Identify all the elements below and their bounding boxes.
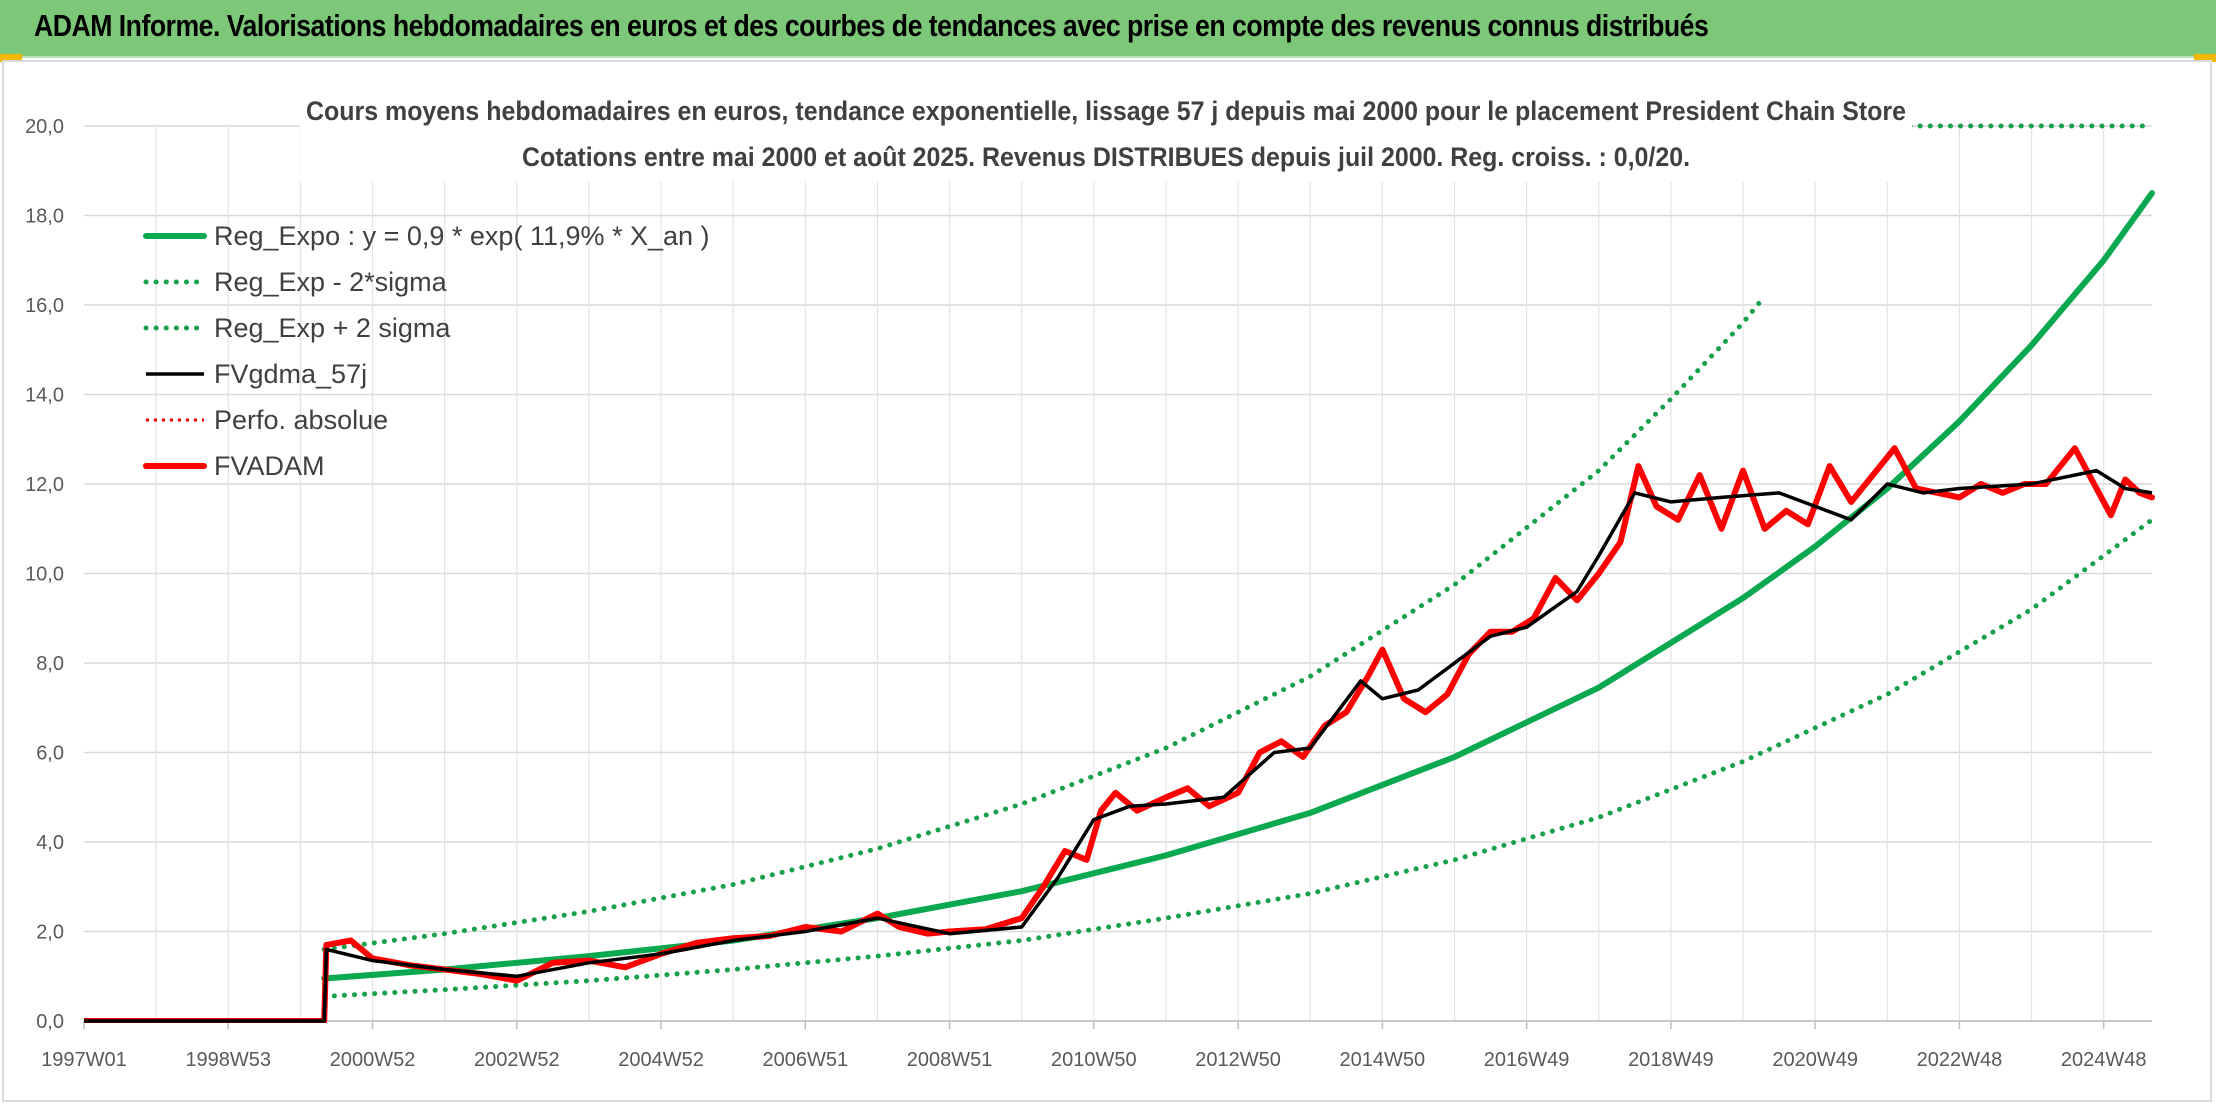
chart-legend: Reg_Expo : y = 0,9 * exp( 11,9% * X_an )… [143, 221, 710, 481]
legend-label-2: Reg_Exp + 2 sigma [214, 313, 451, 343]
legend-label-1: Reg_Exp - 2*sigma [214, 267, 448, 297]
y-tick-label: 14,0 [25, 385, 64, 407]
x-tick-label: 2016W49 [1484, 1049, 1570, 1071]
y-tick-label: 20,0 [25, 116, 64, 138]
x-tick-label: 2022W48 [1917, 1049, 2003, 1071]
legend-label-3: FVgdma_57j [214, 359, 367, 389]
series-line-5 [84, 445, 2155, 1023]
x-tick-label: 1997W01 [41, 1049, 127, 1071]
chart-subtitle: Cotations entre mai 2000 et août 2025. R… [522, 142, 1690, 172]
y-tick-label: 8,0 [36, 653, 64, 675]
y-tick-label: 18,0 [25, 206, 64, 228]
y-tick-label: 10,0 [25, 564, 64, 586]
legend-label-5: FVADAM [214, 451, 325, 481]
y-tick-label: 6,0 [36, 743, 64, 765]
y-tick-label: 0,0 [36, 1011, 64, 1033]
series-line-2 [321, 293, 1768, 952]
x-tick-label: 2018W49 [1628, 1049, 1714, 1071]
y-tick-label: 12,0 [25, 474, 64, 496]
y-tick-label: 16,0 [25, 295, 64, 317]
corner-marker-right [2194, 54, 2216, 62]
header-banner: ADAM Informe. Valorisations hebdomadaire… [0, 0, 2216, 58]
x-tick-label: 2000W52 [330, 1049, 416, 1071]
x-tick-label: 2002W52 [474, 1049, 560, 1071]
chart-grid [84, 125, 2152, 1022]
corner-marker-left [0, 54, 22, 62]
chart-axes: 0,0 2,0 4,0 6,0 8,0 10,0 12,0 14,0 16,0 18,0 20,0 1… [25, 116, 2152, 1071]
x-tick-label: 2012W50 [1195, 1049, 1281, 1071]
series-line-3 [84, 468, 2153, 1023]
page-title: ADAM Informe. Valorisations hebdomadaire… [34, 8, 1709, 43]
x-tick-label: 2008W51 [907, 1049, 993, 1071]
title-backdrop [300, 86, 1912, 182]
chart-frame [2, 60, 2212, 1102]
legend-label-0: Reg_Expo : y = 0,9 * exp( 11,9% * X_an ) [214, 221, 710, 251]
chart-title: Cours moyens hebdomadaires en euros, ten… [306, 96, 1906, 126]
series-line-1 [321, 517, 2155, 999]
y-tick-label: 4,0 [36, 832, 64, 854]
legend-label-4: Perfo. absolue [214, 405, 388, 435]
x-tick-label: 2014W50 [1340, 1049, 1426, 1071]
chart-plot [84, 123, 2155, 1023]
x-tick-label: 2006W51 [762, 1049, 848, 1071]
x-tick-label: 2024W48 [2061, 1049, 2147, 1071]
x-tick-label: 2010W50 [1051, 1049, 1137, 1071]
x-tick-label: 2004W52 [618, 1049, 704, 1071]
x-tick-label: 1998W53 [185, 1049, 271, 1071]
x-tick-label: 2020W49 [1772, 1049, 1858, 1071]
y-tick-label: 2,0 [36, 922, 64, 944]
